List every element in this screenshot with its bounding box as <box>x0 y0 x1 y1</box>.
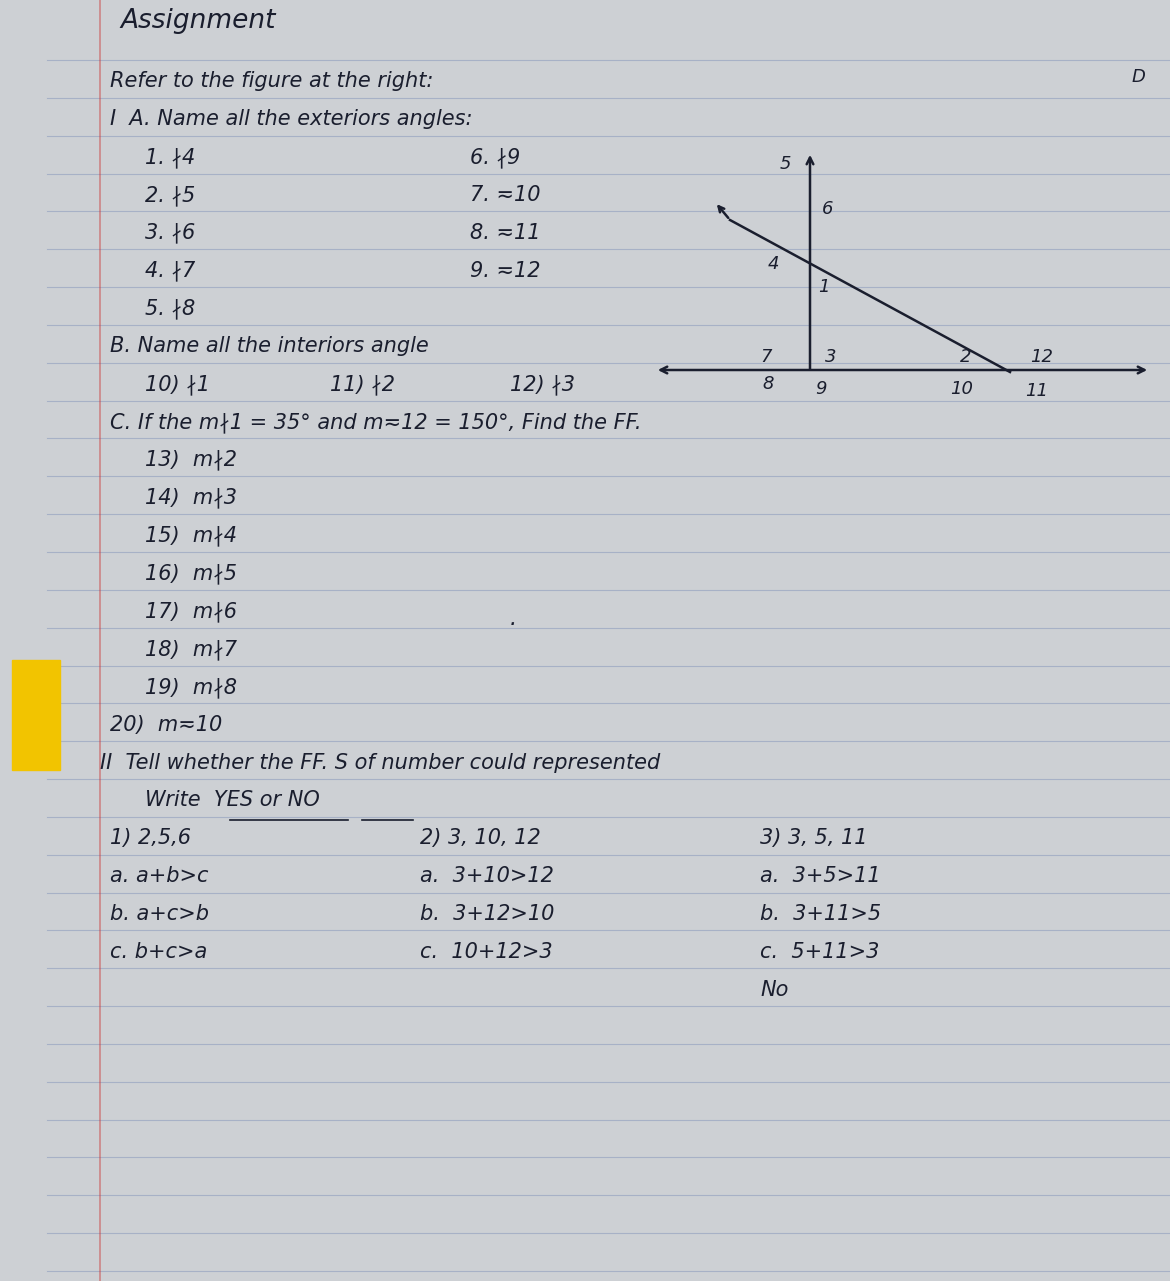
Text: b.  3+11>5: b. 3+11>5 <box>760 904 881 924</box>
Text: 5: 5 <box>780 155 791 173</box>
Bar <box>12 660 60 770</box>
Text: 7. ≂10: 7. ≂10 <box>470 184 541 205</box>
Text: 14)  m∤3: 14) m∤3 <box>145 488 238 509</box>
Text: a. a+b>c: a. a+b>c <box>110 866 208 886</box>
Text: c.  5+11>3: c. 5+11>3 <box>760 942 880 962</box>
Text: 17)  m∤6: 17) m∤6 <box>145 601 238 621</box>
Text: 4. ∤7: 4. ∤7 <box>145 260 195 282</box>
Text: B. Name all the interiors angle: B. Name all the interiors angle <box>110 336 428 356</box>
Text: 16)  m∤5: 16) m∤5 <box>145 564 238 584</box>
Text: D: D <box>1131 68 1145 86</box>
Text: 11: 11 <box>1025 382 1048 400</box>
Text: 1) 2,5,6: 1) 2,5,6 <box>110 829 191 848</box>
Text: Refer to the figure at the right:: Refer to the figure at the right: <box>110 72 433 91</box>
Text: 2: 2 <box>961 348 971 366</box>
Text: 3) 3, 5, 11: 3) 3, 5, 11 <box>760 829 867 848</box>
Text: 7: 7 <box>760 348 771 366</box>
Text: Assignment: Assignment <box>121 8 275 35</box>
Text: Write  YES or NO: Write YES or NO <box>145 790 319 811</box>
Text: a.  3+10>12: a. 3+10>12 <box>420 866 553 886</box>
Text: 10: 10 <box>950 380 973 398</box>
Text: I  A. Name all the exteriors angles:: I A. Name all the exteriors angles: <box>110 109 473 129</box>
Text: 11) ∤2: 11) ∤2 <box>330 374 395 395</box>
Text: 1. ∤4: 1. ∤4 <box>145 147 195 168</box>
Text: 9: 9 <box>815 380 826 398</box>
Text: 6. ∤9: 6. ∤9 <box>470 147 521 168</box>
Text: 2) 3, 10, 12: 2) 3, 10, 12 <box>420 829 541 848</box>
Text: c. b+c>a: c. b+c>a <box>110 942 207 962</box>
Text: 12) ∤3: 12) ∤3 <box>510 374 574 395</box>
Text: 8. ≂11: 8. ≂11 <box>470 223 541 242</box>
Text: 19)  m∤8: 19) m∤8 <box>145 676 238 698</box>
Text: c.  10+12>3: c. 10+12>3 <box>420 942 552 962</box>
Text: 4: 4 <box>768 255 779 273</box>
Text: 5. ∤8: 5. ∤8 <box>145 298 195 319</box>
Text: 3: 3 <box>825 348 837 366</box>
Text: No: No <box>760 980 789 999</box>
Text: 9. ≂12: 9. ≂12 <box>470 260 541 281</box>
Text: 13)  m∤2: 13) m∤2 <box>145 450 238 470</box>
Text: a.  3+5>11: a. 3+5>11 <box>760 866 881 886</box>
Text: 18)  m∤7: 18) m∤7 <box>145 639 238 660</box>
Text: 12: 12 <box>1030 348 1053 366</box>
Text: C. If the m∤1 = 35° and m≂12 = 150°, Find the FF.: C. If the m∤1 = 35° and m≂12 = 150°, Fin… <box>110 412 641 433</box>
Text: 20)  m≂10: 20) m≂10 <box>110 715 222 735</box>
Text: 2. ∤5: 2. ∤5 <box>145 184 195 205</box>
Text: 10) ∤1: 10) ∤1 <box>145 374 209 395</box>
Text: 15)  m∤4: 15) m∤4 <box>145 525 238 546</box>
Text: II  Tell whether the FF. S of number could represented: II Tell whether the FF. S of number coul… <box>99 752 660 772</box>
Text: 1: 1 <box>818 278 830 296</box>
Text: 6: 6 <box>823 200 833 218</box>
Text: .: . <box>510 610 517 629</box>
Text: b. a+c>b: b. a+c>b <box>110 904 209 924</box>
Text: 3. ∤6: 3. ∤6 <box>145 223 195 243</box>
Text: 8: 8 <box>762 375 773 393</box>
Text: b.  3+12>10: b. 3+12>10 <box>420 904 555 924</box>
